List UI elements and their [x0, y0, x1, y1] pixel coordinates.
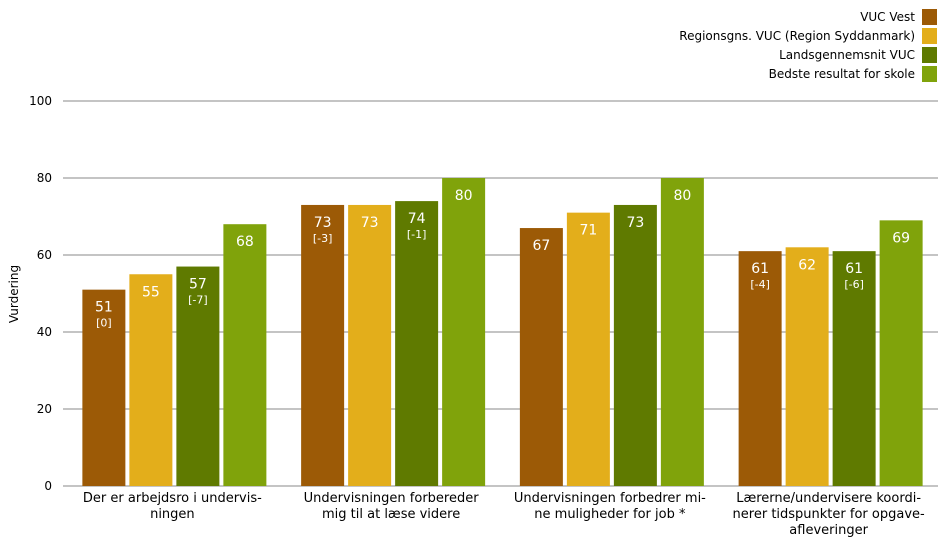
y-axis-ticks: 0 20 40 60 80 100: [29, 94, 52, 493]
data-label: 57: [189, 277, 207, 293]
x-tick-label-line: Undervisningen forbereder: [304, 491, 480, 506]
data-label: 74: [408, 211, 426, 227]
bar: [519, 228, 563, 487]
x-tick-label-line: afleveringer: [789, 523, 868, 538]
legend-label: Landsgennemsnit VUC: [779, 48, 915, 62]
data-label: 55: [142, 284, 160, 300]
data-label: 51: [95, 300, 113, 316]
bar: [301, 204, 345, 486]
x-tick-label-line: ne muligheder for job *: [534, 507, 686, 522]
x-tick-label-line: nerer tidspunkter for opgave-: [733, 507, 925, 522]
data-note-label: [-6]: [844, 278, 864, 291]
x-axis-labels: Der er arbejdsro i undervis-ningen Underv…: [83, 491, 925, 538]
y-tick-label: 0: [44, 479, 52, 493]
x-tick-label-line: Lærerne/undervisere koordi-: [736, 491, 921, 506]
bar: [82, 289, 126, 486]
bar: [660, 178, 704, 486]
data-note-label: [0]: [96, 317, 112, 330]
x-tick-label-line: Undervisningen forbedrer mi-: [514, 491, 706, 506]
data-label: 80: [673, 188, 691, 204]
x-tick-label: Lærerne/undervisere koordi-nerer tidspun…: [733, 491, 925, 538]
y-tick-label: 100: [29, 94, 52, 108]
legend-swatch: [922, 47, 937, 63]
y-axis-label: Vurdering: [7, 265, 21, 323]
legend-label: VUC Vest: [860, 10, 915, 24]
legend-swatch: [922, 9, 937, 25]
bar: [442, 178, 486, 486]
bar: [176, 266, 220, 486]
legend-swatch: [922, 66, 937, 82]
data-label: 61: [751, 261, 769, 277]
bar: [738, 251, 782, 486]
data-label: 69: [892, 230, 910, 246]
bar: [785, 247, 829, 486]
data-label: 80: [455, 188, 473, 204]
data-label: 67: [532, 238, 550, 254]
y-tick-label: 60: [37, 248, 52, 262]
bar: [832, 251, 876, 486]
data-note-label: [-1]: [407, 228, 427, 241]
bar: [129, 274, 173, 486]
bar: [566, 212, 610, 486]
data-label: 68: [236, 234, 254, 250]
x-tick-label-line: Der er arbejdsro i undervis-: [83, 491, 262, 506]
data-note-label: [-7]: [188, 294, 208, 307]
y-tick-label: 20: [37, 402, 52, 416]
x-tick-label: Der er arbejdsro i undervis-ningen: [83, 491, 262, 522]
legend: VUC Vest Regionsgns. VUC (Region Syddanma…: [679, 9, 937, 82]
legend-label: Bedste resultat for skole: [769, 67, 915, 81]
x-tick-label: Undervisningen forbedrer mi-ne mulighede…: [514, 491, 706, 522]
y-tick-label: 80: [37, 171, 52, 185]
data-label: 61: [845, 261, 863, 277]
x-tick-label-line: mig til at læse videre: [322, 507, 460, 522]
data-note-label: [-3]: [313, 232, 333, 245]
bar: [348, 204, 392, 486]
bar: [613, 204, 657, 486]
data-label: 73: [361, 215, 379, 231]
data-note-label: [-4]: [750, 278, 770, 291]
bar: [395, 201, 439, 486]
bar: [879, 220, 923, 486]
x-tick-label: Undervisningen forbereder mig til at læse…: [304, 491, 480, 522]
data-label: 73: [314, 215, 332, 231]
bar: [223, 224, 267, 486]
legend-label: Regionsgns. VUC (Region Syddanmark): [679, 29, 915, 43]
data-label: 62: [798, 257, 816, 273]
data-label: 71: [579, 223, 597, 239]
y-tick-label: 40: [37, 325, 52, 339]
data-label: 73: [626, 215, 644, 231]
x-tick-label-line: ningen: [150, 507, 195, 522]
legend-swatch: [922, 28, 937, 44]
